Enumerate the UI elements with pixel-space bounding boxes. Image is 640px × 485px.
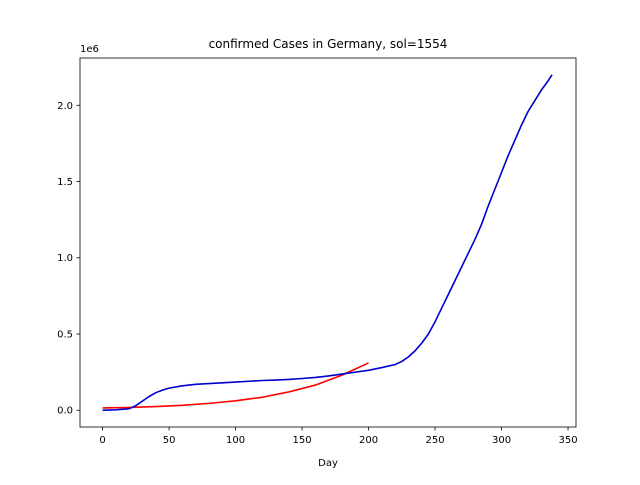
y-tick-label: 2.0	[57, 101, 73, 112]
y-axis-offset-text: 1e6	[80, 44, 99, 55]
x-tick-label: 250	[425, 435, 444, 446]
chart-title: confirmed Cases in Germany, sol=1554	[209, 37, 448, 51]
y-tick-label: 0.5	[57, 329, 73, 340]
series-layer	[102, 74, 553, 412]
plot-frame	[79, 57, 577, 428]
y-tick-label: 1.5	[57, 177, 73, 188]
x-tick-label: 300	[492, 435, 511, 446]
y-tick-label: 0.0	[57, 406, 73, 417]
y-axis-ticks: 0.0 0.5 1.0 1.5 2.0	[57, 101, 80, 417]
series-line-1	[102, 362, 369, 409]
x-tick-label: 50	[163, 435, 176, 446]
x-tick-label: 100	[226, 435, 245, 446]
x-tick-label: 150	[293, 435, 312, 446]
x-axis-ticks: 0 50 100 150 200 250 300 350	[99, 427, 578, 446]
x-axis-label: Day	[318, 458, 338, 469]
series-line-2	[102, 74, 553, 412]
x-tick-label: 200	[359, 435, 378, 446]
x-tick-label: 0	[99, 435, 105, 446]
x-tick-label: 350	[558, 435, 577, 446]
y-tick-label: 1.0	[57, 253, 73, 264]
